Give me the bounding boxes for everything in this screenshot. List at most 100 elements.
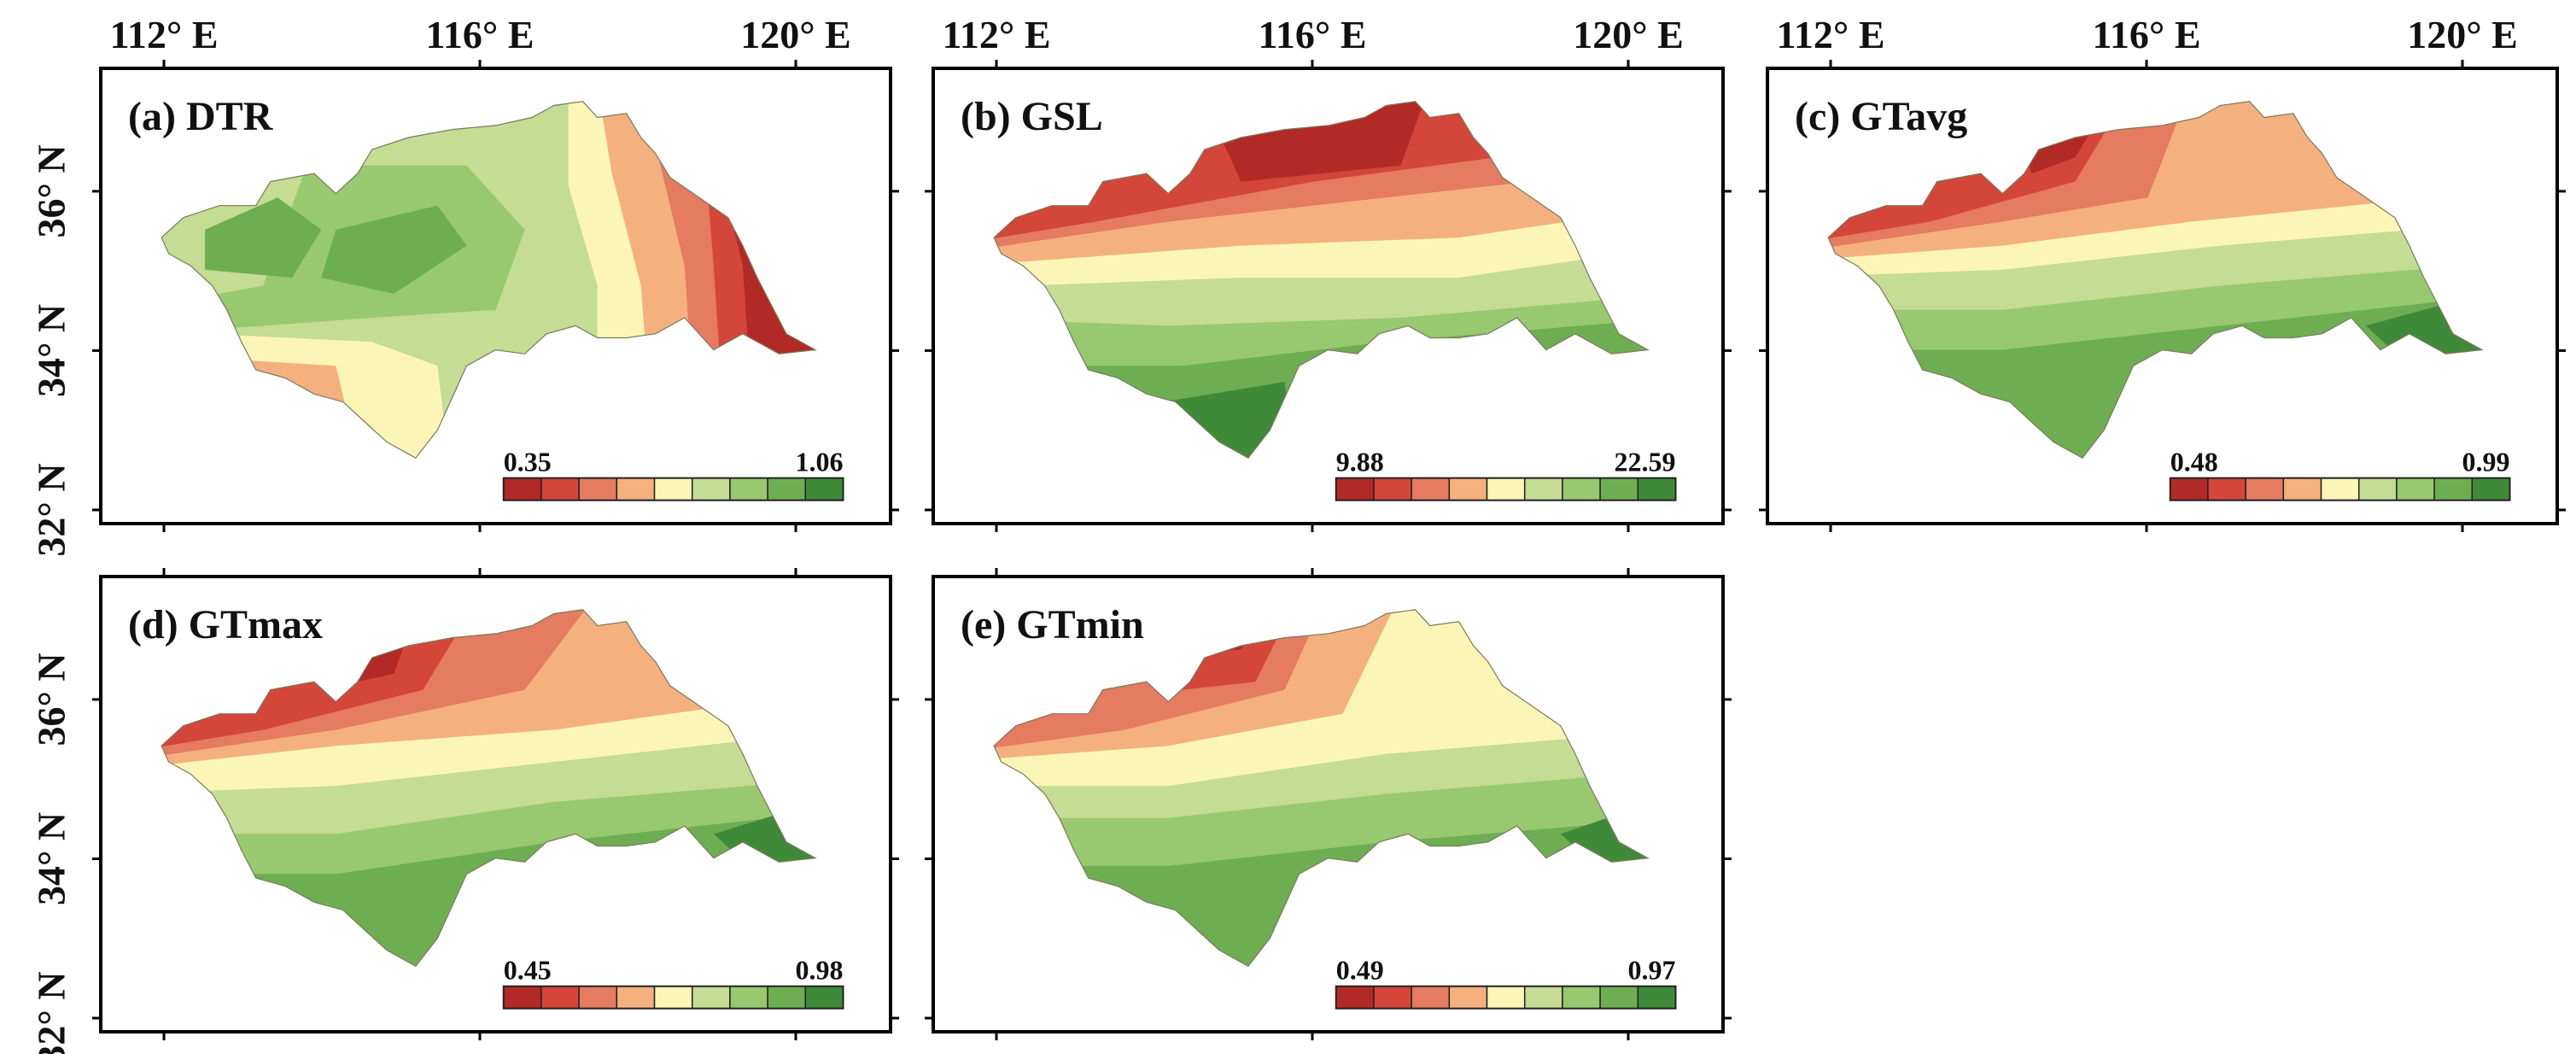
latitude-label: 34° N bbox=[30, 304, 73, 397]
latitude-label: 32° N bbox=[30, 971, 73, 1054]
colorbar-swatch bbox=[1411, 477, 1451, 501]
map-band bbox=[727, 205, 816, 459]
longitude-label: 112° E bbox=[109, 13, 218, 56]
map-panel-e: (e) GTmin 0.49 0.97 bbox=[925, 568, 1732, 1040]
panel-frame bbox=[932, 575, 1725, 1034]
colorbar-swatch bbox=[1562, 985, 1601, 1010]
panel-title: (e) GTmin bbox=[961, 602, 1144, 647]
basin-outline bbox=[993, 609, 1650, 967]
basin-outline bbox=[993, 101, 1650, 459]
panel-frame bbox=[99, 67, 892, 525]
colorbar-swatch bbox=[503, 477, 542, 501]
colorbar-swatch bbox=[540, 477, 580, 501]
map-bands bbox=[994, 609, 1648, 967]
colorbar-swatch bbox=[767, 985, 807, 1010]
colorbar-swatch bbox=[2170, 477, 2209, 501]
colorbar-min-label: 0.49 bbox=[1336, 955, 1384, 986]
colorbar-min-label: 0.35 bbox=[504, 447, 552, 477]
longitude-label: 116° E bbox=[425, 13, 534, 56]
colorbar-min-label: 0.48 bbox=[2170, 447, 2218, 477]
colorbar-swatch bbox=[1599, 477, 1639, 501]
longitude-label: 120° E bbox=[2407, 13, 2518, 56]
map-bands bbox=[161, 609, 816, 967]
latitude-label: 36° N bbox=[30, 144, 73, 237]
map-panel-b: 112° E 116° E 120° E (b) GSL 9.88 22.59 bbox=[925, 13, 1732, 532]
map-bands bbox=[994, 101, 1648, 459]
panel-frame bbox=[99, 575, 892, 1034]
map-band bbox=[698, 101, 816, 459]
colorbar-swatch bbox=[578, 477, 618, 501]
colorbar bbox=[1335, 985, 1677, 1010]
colorbar-swatch bbox=[1523, 985, 1563, 1010]
colorbar-swatch bbox=[616, 985, 656, 1010]
panel-title: (a) DTR bbox=[128, 94, 274, 139]
colorbar-swatch bbox=[653, 477, 693, 501]
colorbar-swatch bbox=[691, 985, 731, 1010]
colorbar-swatch bbox=[1335, 985, 1375, 1010]
map-band bbox=[321, 205, 467, 294]
colorbar-min-label: 0.45 bbox=[504, 955, 552, 986]
panel-frame bbox=[1766, 67, 2559, 525]
colorbar-swatch bbox=[2396, 477, 2435, 501]
colorbar bbox=[1335, 477, 1677, 501]
map-panel-c: 112° E 116° E 120° E (c) GTavg 0.48 0.99 bbox=[1759, 13, 2566, 532]
colorbar-swatch bbox=[1523, 477, 1563, 501]
colorbar-max-label: 22.59 bbox=[1615, 447, 1676, 477]
longitude-label: 116° E bbox=[2092, 13, 2200, 56]
panel-title: (b) GSL bbox=[961, 94, 1103, 139]
map-bands bbox=[1828, 101, 2482, 459]
map-band bbox=[205, 197, 322, 278]
colorbar-swatch bbox=[1486, 985, 1526, 1010]
panel-title: (c) GTavg bbox=[1795, 94, 1967, 139]
colorbar-swatch bbox=[691, 477, 731, 501]
colorbar-swatch bbox=[729, 985, 768, 1010]
map-band bbox=[205, 382, 307, 459]
colorbar-swatch bbox=[503, 985, 542, 1010]
colorbar-swatch bbox=[1486, 477, 1526, 501]
colorbar-swatch bbox=[540, 985, 580, 1010]
map-bands bbox=[161, 101, 816, 459]
colorbar bbox=[2169, 477, 2511, 501]
latitude-label: 36° N bbox=[30, 653, 73, 746]
colorbar-swatch bbox=[578, 985, 618, 1010]
colorbar-max-label: 1.06 bbox=[796, 447, 844, 477]
colorbar-swatch bbox=[804, 477, 844, 501]
colorbar-swatch bbox=[653, 985, 693, 1010]
colorbar-swatch bbox=[1448, 985, 1488, 1010]
longitude-label: 112° E bbox=[942, 13, 1050, 56]
colorbar-swatch bbox=[1599, 985, 1639, 1010]
colorbar-swatch bbox=[2320, 477, 2360, 501]
panel-frame bbox=[932, 67, 1725, 525]
map-band bbox=[1197, 609, 1270, 650]
map-panel-a: 112° E 116° E 120° E 36° N 34° N 32° N (a) DTR… bbox=[30, 13, 899, 557]
colorbar-swatch bbox=[2207, 477, 2246, 501]
latitude-label: 34° N bbox=[30, 812, 73, 905]
latitude-label: 32° N bbox=[30, 463, 73, 556]
colorbar-swatch bbox=[2357, 477, 2398, 501]
colorbar-swatch bbox=[2433, 477, 2474, 501]
colorbar-swatch bbox=[616, 477, 656, 501]
colorbar-swatch bbox=[804, 985, 844, 1010]
colorbar-swatch bbox=[1637, 477, 1677, 501]
colorbar bbox=[502, 985, 844, 1010]
colorbar-swatch bbox=[2282, 477, 2322, 501]
longitude-label: 120° E bbox=[740, 13, 851, 56]
colorbar-swatch bbox=[1562, 477, 1601, 501]
colorbar-swatch bbox=[1373, 477, 1412, 501]
map-panel-d: 36° N 34° N 32° N (d) GTmax 0.45 0.98 bbox=[30, 568, 899, 1054]
colorbar-swatch bbox=[1637, 985, 1677, 1010]
colorbar-min-label: 9.88 bbox=[1336, 447, 1384, 477]
colorbar-swatch bbox=[1373, 985, 1412, 1010]
longitude-label: 112° E bbox=[1776, 13, 1884, 56]
colorbar-swatch bbox=[1448, 477, 1488, 501]
panel-title: (d) GTmax bbox=[128, 602, 323, 647]
colorbar-max-label: 0.98 bbox=[796, 955, 844, 986]
colorbar-swatch bbox=[767, 477, 807, 501]
longitude-label: 120° E bbox=[1573, 13, 1684, 56]
basin-outline bbox=[161, 101, 817, 459]
colorbar-swatch bbox=[2471, 477, 2511, 501]
colorbar bbox=[502, 477, 844, 501]
colorbar-swatch bbox=[1335, 477, 1375, 501]
colorbar-swatch bbox=[729, 477, 768, 501]
